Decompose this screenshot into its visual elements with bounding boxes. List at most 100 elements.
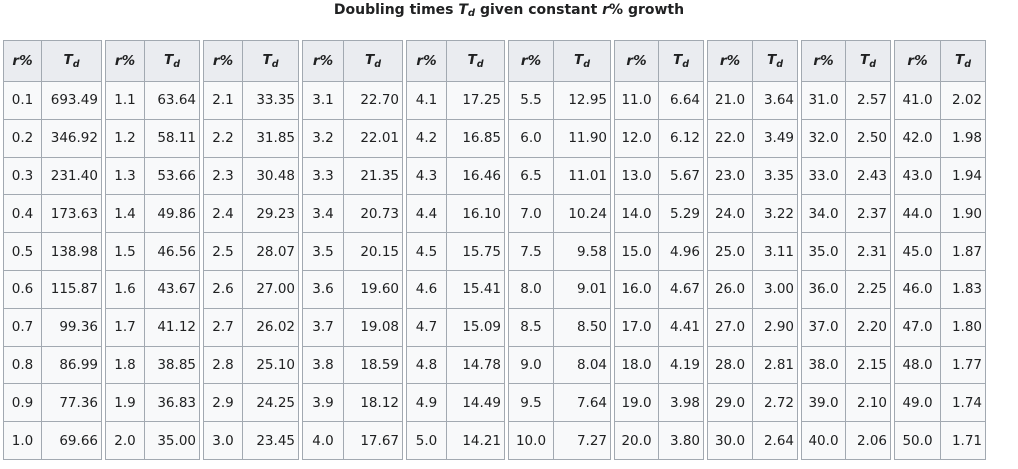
doubling-time-cell: 53.66 (144, 156, 200, 196)
table-row: 2.9 24.25 (203, 383, 299, 423)
doubling-time-cell: 17.25 (446, 81, 505, 120)
time-symbol: T (163, 52, 174, 68)
table-row: 8.0 9.01 (508, 269, 611, 309)
table-row: 0.3 231.40 (3, 156, 102, 196)
table-row: 33.0 2.43 (801, 156, 891, 196)
rate-cell: 16.0 (614, 269, 659, 309)
caption-rate-symbol: r (602, 2, 610, 18)
doubling-time-cell: 3.80 (658, 421, 704, 460)
table-row: 3.6 19.60 (302, 269, 403, 309)
rate-cell: 4.3 (406, 156, 447, 196)
table-row: 12.0 6.12 (614, 118, 704, 158)
doubling-time-cell: 1.90 (940, 194, 986, 234)
doubling-time-cell: 2.64 (752, 421, 798, 460)
rate-cell: 4.0 (302, 421, 344, 460)
doubling-time-cell: 28.07 (242, 232, 299, 271)
doubling-time-cell: 2.43 (845, 156, 891, 196)
table-row: 42.0 1.98 (894, 118, 986, 158)
doubling-time-cell: 18.59 (343, 345, 403, 385)
doubling-time-cell: 20.15 (343, 232, 403, 271)
table-row: 4.5 15.75 (406, 232, 505, 271)
doubling-time-cell: 33.35 (242, 81, 299, 120)
table-row: 31.0 2.57 (801, 81, 891, 120)
doubling-time-cell: 115.87 (41, 269, 102, 309)
rate-cell: 45.0 (894, 232, 941, 271)
doubling-time-column-header: Td (658, 40, 704, 82)
table-row: 3.3 21.35 (302, 156, 403, 196)
doubling-time-cell: 15.41 (446, 269, 505, 309)
table-row: 0.2 346.92 (3, 118, 102, 158)
table-row: 7.5 9.58 (508, 232, 611, 271)
doubling-time-cell: 1.98 (940, 118, 986, 158)
rate-column-header: r% (105, 40, 145, 82)
rate-cell: 49.0 (894, 383, 941, 423)
table-row: 20.0 3.80 (614, 421, 704, 460)
rate-cell: 12.0 (614, 118, 659, 158)
doubling-time-cell: 6.64 (658, 81, 704, 120)
rate-cell: 3.6 (302, 269, 344, 309)
rate-cell: 33.0 (801, 156, 846, 196)
rate-cell: 3.1 (302, 81, 344, 120)
rate-cell: 7.5 (508, 232, 554, 271)
caption-text-end: % growth (609, 2, 685, 18)
doubling-time-cell: 2.02 (940, 81, 986, 120)
doubling-time-cell: 1.87 (940, 232, 986, 271)
rate-cell: 40.0 (801, 421, 846, 460)
doubling-time-cell: 15.09 (446, 307, 505, 347)
rate-cell: 2.4 (203, 194, 243, 234)
doubling-time-cell: 99.36 (41, 307, 102, 347)
rate-cell: 0.1 (3, 81, 42, 120)
time-subscript: d (72, 59, 80, 70)
time-symbol: T (954, 52, 965, 68)
table-row: 29.0 2.72 (707, 383, 798, 423)
table-row: 30.0 2.64 (707, 421, 798, 460)
rate-cell: 0.3 (3, 156, 42, 196)
caption-symbol: T (458, 2, 468, 18)
doubling-time-cell: 41.12 (144, 307, 200, 347)
doubling-time-cell: 86.99 (41, 345, 102, 385)
table-row: 44.0 1.90 (894, 194, 986, 234)
rate-cell: 4.7 (406, 307, 447, 347)
time-subscript: d (869, 59, 877, 70)
doubling-time-column-header: Td (752, 40, 798, 82)
table-row: 17.0 4.41 (614, 307, 704, 347)
doubling-time-cell: 26.02 (242, 307, 299, 347)
doubling-time-cell: 77.36 (41, 383, 102, 423)
doubling-table-8: r% Td 21.0 3.64 22.0 3.49 23.0 3.35 24.0 3.22 25.0… (707, 40, 798, 460)
table-row: 4.9 14.49 (406, 383, 505, 423)
rate-cell: 1.8 (105, 345, 145, 385)
table-row: 0.4 173.63 (3, 194, 102, 234)
doubling-time-cell: 2.90 (752, 307, 798, 347)
table-row: 5.5 12.95 (508, 81, 611, 120)
doubling-time-cell: 1.77 (940, 345, 986, 385)
table-row: 0.5 138.98 (3, 232, 102, 271)
rate-cell: 1.6 (105, 269, 145, 309)
rate-cell: 2.9 (203, 383, 243, 423)
doubling-time-cell: 8.50 (553, 307, 611, 347)
doubling-time-cell: 2.20 (845, 307, 891, 347)
doubling-table-5: r% Td 4.1 17.25 4.2 16.85 4.3 16.46 4.4 16.10 4.5 1… (406, 40, 505, 460)
doubling-time-cell: 8.04 (553, 345, 611, 385)
table-row: 4.1 17.25 (406, 81, 505, 120)
table-row: 2.4 29.23 (203, 194, 299, 234)
rate-cell: 21.0 (707, 81, 753, 120)
table-row: 3.0 23.45 (203, 421, 299, 460)
rate-cell: 26.0 (707, 269, 753, 309)
caption-text: Doubling times (333, 2, 459, 18)
table-row: 3.8 18.59 (302, 345, 403, 385)
rate-column-header: r% (614, 40, 659, 82)
doubling-time-cell: 231.40 (41, 156, 102, 196)
doubling-time-cell: 3.64 (752, 81, 798, 120)
rate-cell: 0.2 (3, 118, 42, 158)
doubling-time-cell: 1.83 (940, 269, 986, 309)
doubling-time-cell: 38.85 (144, 345, 200, 385)
doubling-time-cell: 138.98 (41, 232, 102, 271)
doubling-time-cell: 43.67 (144, 269, 200, 309)
time-symbol: T (672, 52, 683, 68)
doubling-time-cell: 49.86 (144, 194, 200, 234)
doubling-time-column-header: Td (242, 40, 299, 82)
table-row: 37.0 2.20 (801, 307, 891, 347)
table-row: 4.3 16.46 (406, 156, 505, 196)
rate-cell: 44.0 (894, 194, 941, 234)
table-row: 1.3 53.66 (105, 156, 200, 196)
